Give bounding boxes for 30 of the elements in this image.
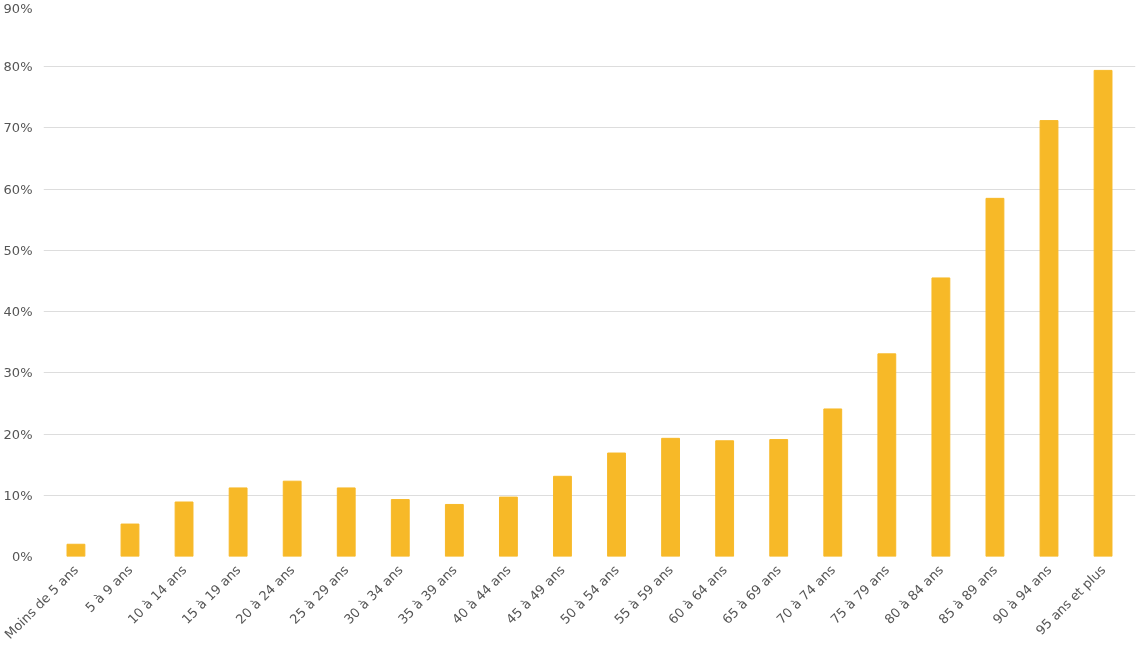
bar [282,480,302,557]
bar [1039,120,1059,557]
bar [336,487,356,557]
bar [985,197,1005,557]
bar [498,496,518,557]
bar [931,277,951,557]
y-tick-label: 70% [3,120,33,136]
bar [228,487,248,557]
bar [66,543,86,557]
bar [769,439,789,557]
bar [877,353,897,557]
bar [661,437,681,557]
y-tick-label: 0% [11,549,33,564]
bar [120,523,140,557]
bar [607,452,626,557]
y-tick-label: 50% [3,242,33,258]
y-tick-label: 20% [3,426,33,442]
y-tick-label: 30% [3,365,33,381]
y-tick-label: 40% [3,304,33,320]
y-tick-label: 90% [3,0,33,16]
bar [390,499,410,557]
y-tick-label: 60% [3,181,33,197]
bar [715,440,735,557]
bar [823,408,843,557]
y-tick-label: 10% [3,487,33,503]
bar [444,503,464,557]
bar [1093,69,1113,557]
y-tick-label: 80% [3,59,33,75]
bar [553,475,572,557]
bar [174,501,194,557]
